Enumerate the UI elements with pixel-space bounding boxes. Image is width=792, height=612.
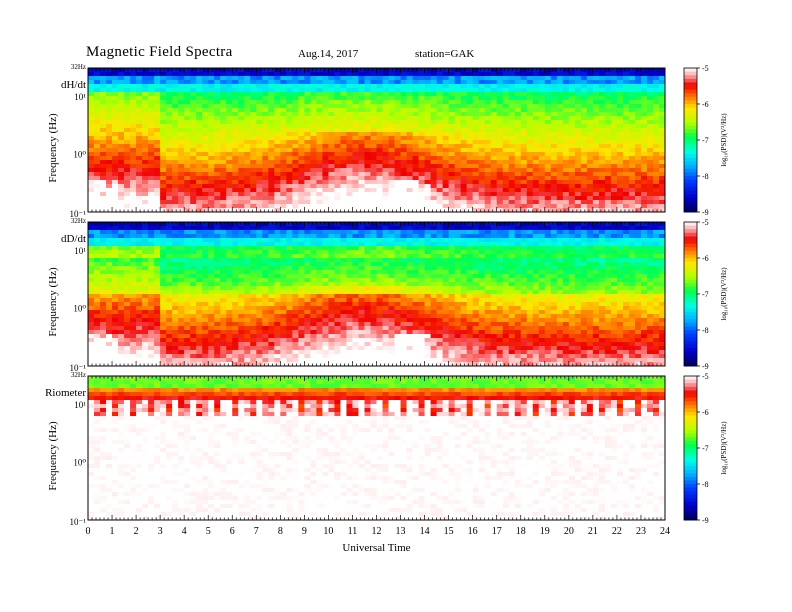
colorbar-tick-label: -6 <box>702 408 709 417</box>
x-tick-label: 3 <box>158 526 163 537</box>
colorbar-tick-label: -5 <box>702 64 709 73</box>
x-tick-label: 15 <box>444 526 454 537</box>
colorbar-tick-label: -5 <box>702 218 709 227</box>
colorbar-tick-label: -9 <box>702 516 709 525</box>
date-label: Aug.14, 2017 <box>298 48 359 60</box>
y-tick-label: 10⁻¹ <box>70 363 87 373</box>
colorbar-label: log₁₀(PSD)(V²/Hz) <box>720 267 728 321</box>
x-tick-label: 22 <box>612 526 622 537</box>
panel-label: dD/dt <box>61 233 86 245</box>
y-axis-label: Frequency (Hz) <box>47 267 59 337</box>
y-axis-label: Frequency (Hz) <box>47 113 59 183</box>
y-tick-label: 10⁰ <box>73 303 86 313</box>
colorbar-tick-label: -7 <box>702 444 709 453</box>
panel-label: dH/dt <box>61 79 86 91</box>
colorbar-tick-label: -6 <box>702 254 709 263</box>
x-tick-label: 12 <box>372 526 382 537</box>
y-tick-label: 10¹ <box>74 92 86 102</box>
y-tick-label: 10⁻¹ <box>70 517 87 527</box>
y-tick-label: 32Hz <box>71 63 86 71</box>
x-tick-label: 16 <box>468 526 478 537</box>
x-tick-label: 24 <box>660 526 670 537</box>
colorbar-tick-label: -8 <box>702 326 709 335</box>
spectrogram-panel-1: 32Hz 10¹ 10⁰ 10⁻¹ Frequency (Hz) dH/dt <box>47 63 666 219</box>
y-tick-label: 10⁰ <box>73 149 86 159</box>
y-tick-label: 32Hz <box>71 371 86 379</box>
x-tick-label: 6 <box>230 526 235 537</box>
y-tick-label: 32Hz <box>71 217 86 225</box>
x-tick-label: 17 <box>492 526 502 537</box>
colorbar-tick-label: -9 <box>702 208 709 217</box>
x-tick-label: 1 <box>110 526 115 537</box>
x-tick-label: 7 <box>254 526 259 537</box>
y-tick-label: 10¹ <box>74 246 86 256</box>
colorbar-tick-label: -7 <box>702 136 709 145</box>
x-tick-label: 20 <box>564 526 574 537</box>
colorbar-label: log₁₀(PSD)(V²/Hz) <box>720 421 728 475</box>
colorbar-tick-label: -7 <box>702 290 709 299</box>
y-tick-label: 10⁻¹ <box>70 209 87 219</box>
x-tick-label: 8 <box>278 526 283 537</box>
colorbar-tick-label: -9 <box>702 362 709 371</box>
colorbar-tick-label: -6 <box>702 100 709 109</box>
x-tick-label: 11 <box>348 526 358 537</box>
page-title: Magnetic Field Spectra <box>86 44 233 60</box>
station-label: station=GAK <box>415 48 475 60</box>
x-tick-label: 4 <box>182 526 187 537</box>
colorbar-label: log₁₀(PSD)(V²/Hz) <box>720 113 728 167</box>
colorbar-tick-label: -8 <box>702 480 709 489</box>
x-axis-label: Universal Time <box>342 542 410 554</box>
x-tick-label: 0 <box>86 526 91 537</box>
x-tick-label: 13 <box>396 526 406 537</box>
spectrogram-panel-2: 32Hz 10¹ 10⁰ 10⁻¹ Frequency (Hz) dD/dt <box>47 217 666 373</box>
colorbar-tick-label: -8 <box>702 172 709 181</box>
x-tick-label: 2 <box>134 526 139 537</box>
x-tick-label: 10 <box>323 526 333 537</box>
y-tick-label: 10¹ <box>74 400 86 410</box>
y-tick-label: 10⁰ <box>73 457 86 467</box>
x-tick-label: 19 <box>540 526 550 537</box>
colorbar-2: -5 -6 -7 -8 -9 log₁₀(PSD)(V²/Hz) <box>683 218 728 371</box>
x-tick-label: 21 <box>588 526 598 537</box>
colorbar-1: -5 -6 -7 -8 -9 log₁₀(PSD)(V²/Hz) <box>683 64 728 217</box>
colorbar-3: -5 -6 -7 -8 -9 log₁₀(PSD)(V²/Hz) <box>683 372 728 525</box>
y-axis-label: Frequency (Hz) <box>47 421 59 491</box>
x-tick-label: 5 <box>206 526 211 537</box>
panel-label: Riometer <box>45 387 86 399</box>
x-tick-label: 9 <box>302 526 307 537</box>
x-tick-label: 18 <box>516 526 526 537</box>
colorbar-tick-label: -5 <box>702 372 709 381</box>
x-tick-label: 14 <box>420 526 430 537</box>
x-tick-label: 23 <box>636 526 646 537</box>
